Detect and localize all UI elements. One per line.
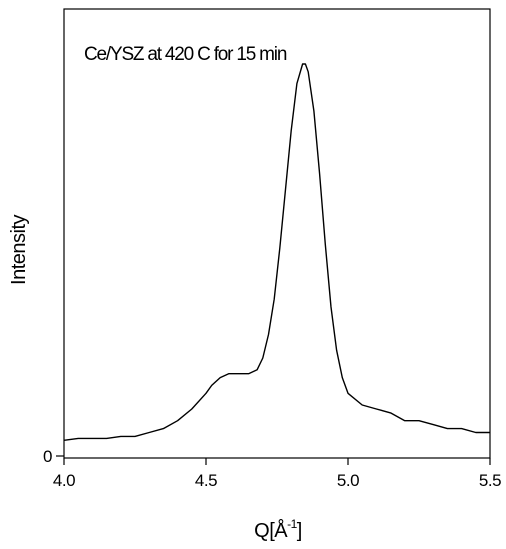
x-axis-title-main: Q[Å [254,519,288,542]
x-tick-label: 4.5 [195,471,217,490]
plot-area-frame [63,8,491,459]
chart-annotation: Ce/YSZ at 420 C for 15 min [84,44,287,65]
x-tick-label: 4.0 [53,471,75,490]
x-axis-title-end: ] [297,520,302,542]
y-axis-title: Intensity [8,215,30,285]
x-tick-label: 5.5 [479,471,501,490]
x-tick-label: 5.0 [337,471,359,490]
x-axis-title: Q[Å-1] [254,517,302,542]
y-axis-ticks: 0 [43,447,64,466]
x-axis-ticks: 4.0 4.5 5.0 5.5 [53,458,502,490]
y-tick-label: 0 [43,447,52,466]
intensity-series-line [63,63,490,441]
x-axis-title-superscript: -1 [287,517,297,531]
